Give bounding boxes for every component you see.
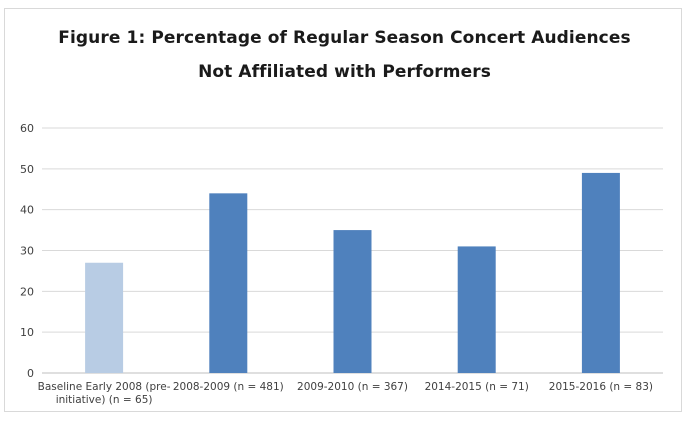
y-tick-label-0: 0	[27, 367, 34, 380]
y-tick-label-50: 50	[20, 163, 34, 176]
x-category-label-1-line-1: Baseline Early 2008 (pre-	[38, 381, 171, 393]
x-category-label-4: 2014-2015 (n = 71)	[425, 381, 529, 393]
y-tick-label-10: 10	[20, 326, 34, 339]
bar-2	[209, 193, 248, 373]
bar-3	[333, 230, 372, 373]
bar-1	[85, 262, 124, 373]
x-category-label-3: 2009-2010 (n = 367)	[297, 381, 408, 393]
y-tick-label-40: 40	[20, 204, 34, 217]
x-category-label-1-line-2: initiative) (n = 65)	[56, 394, 153, 406]
bar-5	[581, 172, 620, 373]
chart-title-line-2: Not Affiliated with Performers	[198, 62, 491, 82]
x-category-label-2: 2008-2009 (n = 481)	[173, 381, 284, 393]
y-tick-label-20: 20	[20, 285, 34, 298]
bar-4	[457, 246, 496, 373]
y-tick-label-30: 30	[20, 245, 34, 258]
chart-title-line-1: Figure 1: Percentage of Regular Season C…	[58, 28, 631, 48]
y-tick-label-60: 60	[20, 122, 34, 135]
x-category-label-5: 2015-2016 (n = 83)	[549, 381, 653, 393]
